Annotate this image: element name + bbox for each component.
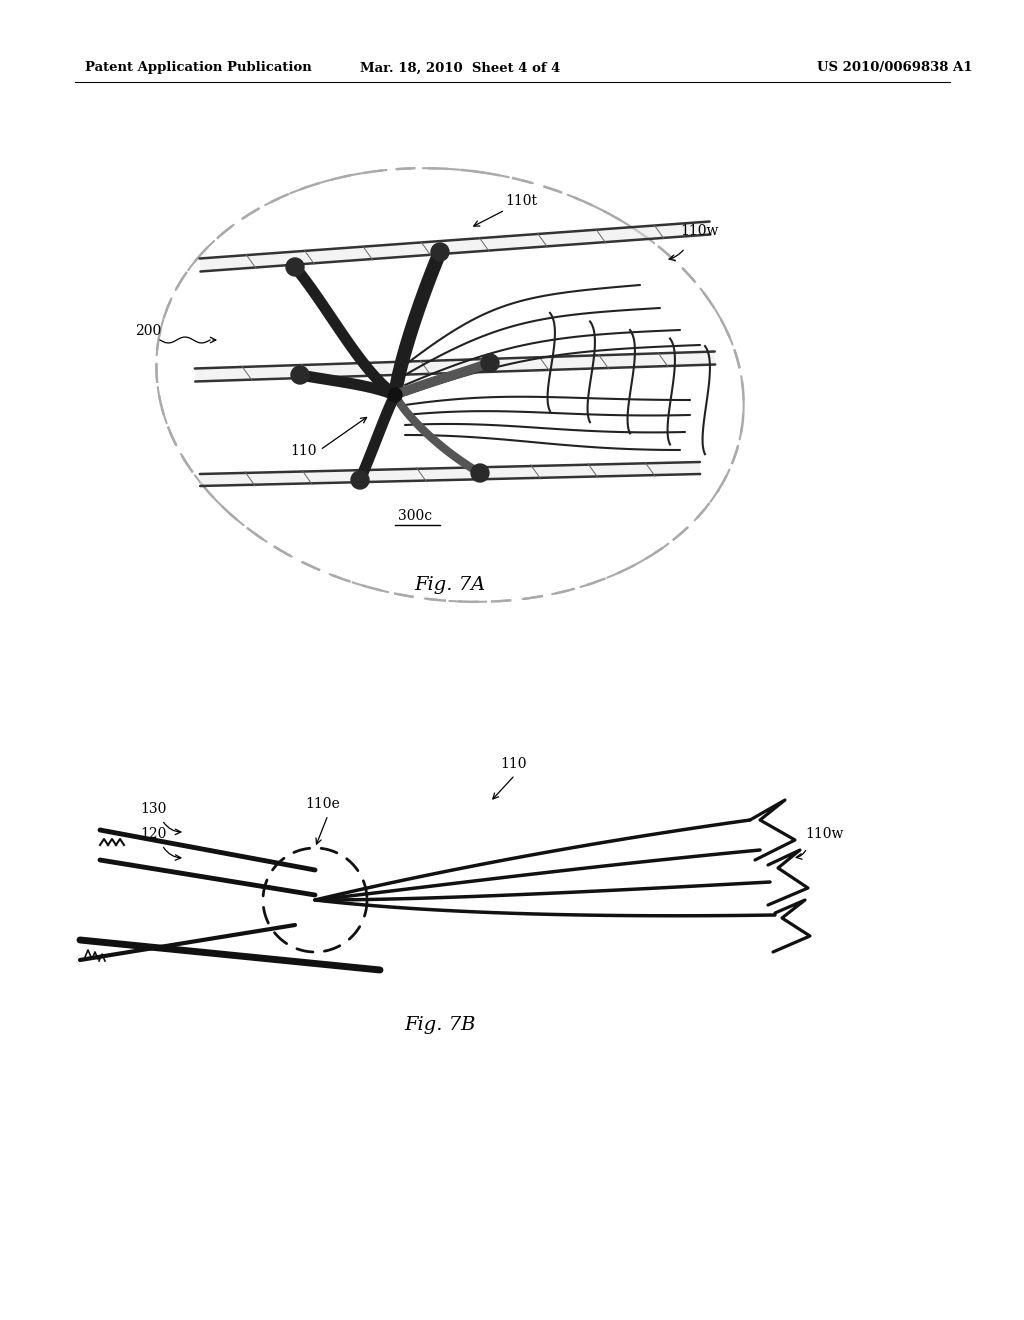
Text: 110t: 110t — [505, 194, 537, 209]
Text: Fig. 7B: Fig. 7B — [404, 1016, 476, 1034]
Circle shape — [291, 366, 309, 384]
Text: 110: 110 — [290, 444, 316, 458]
Text: 110w: 110w — [680, 224, 719, 238]
Text: 300c: 300c — [398, 510, 432, 523]
Text: 120: 120 — [140, 828, 166, 841]
Text: 110w: 110w — [805, 828, 844, 841]
Circle shape — [481, 354, 499, 372]
Circle shape — [388, 388, 402, 403]
Text: US 2010/0069838 A1: US 2010/0069838 A1 — [817, 62, 973, 74]
Polygon shape — [195, 351, 715, 381]
Text: Patent Application Publication: Patent Application Publication — [85, 62, 311, 74]
Text: 200: 200 — [135, 323, 161, 338]
Circle shape — [431, 243, 449, 261]
Polygon shape — [200, 462, 700, 486]
Circle shape — [471, 465, 489, 482]
Text: Mar. 18, 2010  Sheet 4 of 4: Mar. 18, 2010 Sheet 4 of 4 — [359, 62, 560, 74]
Polygon shape — [200, 222, 711, 272]
Text: 130: 130 — [140, 803, 166, 816]
Text: Fig. 7A: Fig. 7A — [415, 576, 485, 594]
Text: 110: 110 — [500, 756, 526, 771]
Circle shape — [286, 257, 304, 276]
Text: 110e: 110e — [305, 797, 340, 810]
Circle shape — [351, 471, 369, 488]
